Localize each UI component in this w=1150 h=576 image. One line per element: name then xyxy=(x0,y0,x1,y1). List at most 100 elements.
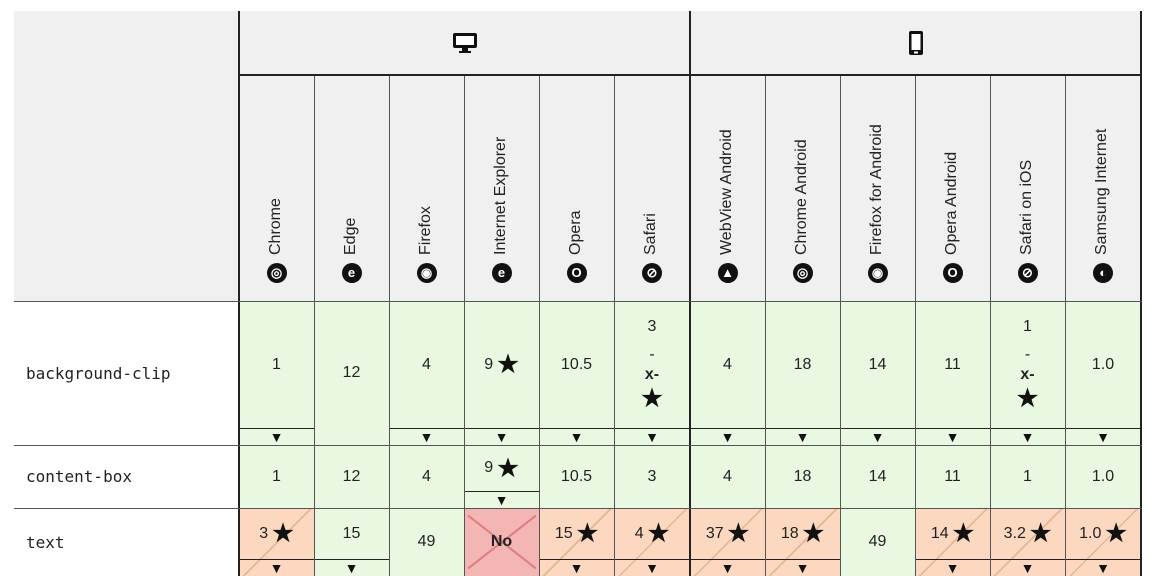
support-cell[interactable]: 14 ▼ xyxy=(840,301,915,445)
browser-name: Safari xyxy=(642,213,659,255)
safari-icon: ⊘ xyxy=(1017,263,1038,283)
desktop-icon xyxy=(452,33,477,53)
support-cell[interactable]: 4 ▼ xyxy=(690,301,765,445)
support-cell[interactable]: 1.0 ★ ▼ xyxy=(1065,508,1141,576)
version-number: 4 xyxy=(422,355,431,373)
support-cell[interactable]: 10.5 ▼ xyxy=(539,301,614,445)
expand-arrow-icon[interactable]: ▼ xyxy=(690,428,765,445)
row-divider xyxy=(14,445,1142,446)
expand-arrow-icon[interactable]: ▼ xyxy=(765,559,840,576)
samsung-internet-icon: ◐ xyxy=(1093,263,1113,283)
version-number: 4 xyxy=(723,355,732,373)
support-cell[interactable]: 3 - x- ★ ▼ xyxy=(614,301,690,445)
support-cell[interactable]: 1.0 ▼ xyxy=(1065,301,1141,445)
support-cell[interactable]: 3 xyxy=(614,445,690,508)
column-divider xyxy=(1065,75,1066,576)
support-cell[interactable]: 15 ▼ xyxy=(314,508,389,576)
support-cell[interactable]: 1 ▼ xyxy=(239,301,314,445)
support-cell[interactable]: 11 xyxy=(915,445,990,508)
expand-arrow-icon[interactable]: ▼ xyxy=(765,428,840,445)
support-cell[interactable]: 3.2 ★ ▼ xyxy=(990,508,1065,576)
prefix-version-stack: 3 - x- ★ xyxy=(641,318,663,411)
support-cell[interactable]: 4 xyxy=(389,445,464,508)
expand-arrow-icon[interactable]: ▼ xyxy=(614,428,690,445)
expand-arrow-icon[interactable]: ▼ xyxy=(464,491,539,508)
support-cell[interactable]: 1 - x- ★ ▼ xyxy=(990,301,1065,445)
expand-arrow-icon[interactable]: ▼ xyxy=(314,559,389,576)
support-value: 3.2 ★ xyxy=(990,508,1065,559)
version-line: - xyxy=(1024,345,1031,363)
version-number: 9 xyxy=(484,355,494,373)
support-value: 1.0 xyxy=(1065,445,1141,508)
expand-arrow-icon[interactable]: ▼ xyxy=(690,559,765,576)
feature-name[interactable]: background-clip xyxy=(26,363,171,383)
version-line: - xyxy=(649,345,655,363)
column-divider xyxy=(765,75,766,576)
support-value: 18 xyxy=(765,445,840,508)
version-line: x- xyxy=(1020,365,1035,383)
support-cell[interactable]: 18 ★ ▼ xyxy=(765,508,840,576)
support-cell[interactable]: 1 xyxy=(239,445,314,508)
support-cell[interactable]: 14 xyxy=(840,445,915,508)
expand-arrow-icon[interactable]: ▼ xyxy=(990,428,1065,445)
support-cell[interactable]: 11 ▼ xyxy=(915,301,990,445)
support-cell[interactable]: 1 xyxy=(990,445,1065,508)
support-cell[interactable]: 12 xyxy=(314,301,389,445)
support-cell[interactable]: 49 xyxy=(840,508,915,576)
expand-arrow-icon[interactable]: ▼ xyxy=(539,428,614,445)
support-cell[interactable]: 18 ▼ xyxy=(765,301,840,445)
support-cell[interactable]: 4 ★ ▼ xyxy=(614,508,690,576)
support-cell[interactable]: 18 xyxy=(765,445,840,508)
expand-arrow-icon[interactable]: ▼ xyxy=(464,428,539,445)
expand-arrow-icon[interactable]: ▼ xyxy=(840,428,915,445)
browser-name: Chrome Android xyxy=(792,139,810,255)
browser-name: Chrome xyxy=(266,198,284,255)
support-value: 4 ★ xyxy=(614,508,690,559)
version-number: 37 xyxy=(705,524,724,542)
version-number: 4 xyxy=(422,467,431,485)
version-line: 1 xyxy=(1023,317,1032,335)
support-value: 3 ★ xyxy=(239,508,314,559)
support-cell[interactable]: 9 ★ ▼ xyxy=(464,301,539,445)
support-cell[interactable]: 12 xyxy=(314,445,389,508)
support-cell[interactable]: 10.5 xyxy=(539,445,614,508)
expand-arrow-icon[interactable]: ▼ xyxy=(1065,559,1141,576)
support-cell[interactable]: 49 xyxy=(389,508,464,576)
support-cell[interactable]: 1.0 xyxy=(1065,445,1141,508)
version-number: 9 xyxy=(484,459,494,476)
browser-name: Safari on iOS xyxy=(1017,159,1035,255)
expand-arrow-icon[interactable]: ▼ xyxy=(389,428,464,445)
support-value: 3 xyxy=(614,445,690,508)
support-value: 1 xyxy=(239,301,314,428)
version-number: 15 xyxy=(554,524,573,542)
support-cell[interactable]: 9 ★ ▼ xyxy=(464,445,539,508)
expand-arrow-icon[interactable]: ▼ xyxy=(539,559,614,576)
mobile-icon xyxy=(908,31,923,55)
expand-arrow-icon[interactable]: ▼ xyxy=(915,559,990,576)
expand-arrow-icon[interactable]: ▼ xyxy=(1065,428,1141,445)
expand-arrow-icon[interactable]: ▼ xyxy=(614,559,690,576)
version-number: 49 xyxy=(417,533,436,550)
note-star-icon: ★ xyxy=(802,520,825,547)
expand-arrow-icon[interactable]: ▼ xyxy=(239,559,314,576)
expand-arrow-icon[interactable]: ▼ xyxy=(239,428,314,445)
platform-header-mobile xyxy=(690,11,1141,75)
support-cell[interactable]: 4 xyxy=(690,445,765,508)
internet-explorer-icon: e xyxy=(491,263,512,283)
prefix-version-stack: 1 - x- ★ xyxy=(1017,317,1039,411)
support-cell[interactable]: 37 ★ ▼ xyxy=(690,508,765,576)
column-divider xyxy=(314,75,315,576)
column-divider xyxy=(840,75,841,576)
support-cell[interactable]: 4 ▼ xyxy=(389,301,464,445)
support-cell[interactable]: 15 ★ ▼ xyxy=(539,508,614,576)
feature-name[interactable]: text xyxy=(26,532,65,552)
support-cell[interactable]: No xyxy=(464,508,539,576)
feature-name[interactable]: content-box xyxy=(26,467,132,486)
row-divider xyxy=(14,301,1142,302)
support-value: 49 xyxy=(840,508,915,576)
expand-arrow-icon[interactable]: ▼ xyxy=(915,428,990,445)
expand-arrow-icon[interactable]: ▼ xyxy=(990,559,1065,576)
support-cell[interactable]: 14 ★ ▼ xyxy=(915,508,990,576)
support-value: 4 xyxy=(690,301,765,428)
support-cell[interactable]: 3 ★ ▼ xyxy=(239,508,314,576)
